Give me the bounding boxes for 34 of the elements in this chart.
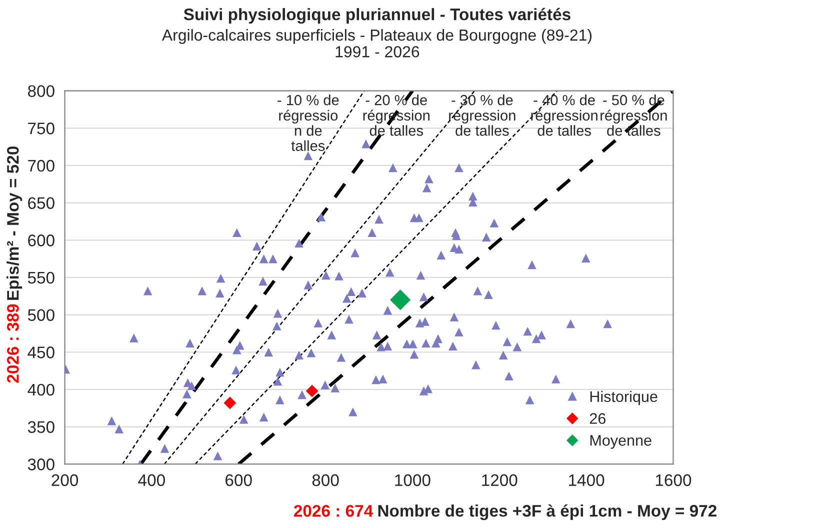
y-tick-label: 600 [28,234,54,246]
text: 2026 : 674 [294,504,374,517]
annotation: - 10 % de régressio n de talles [278,94,339,151]
legend-label: 26 [590,413,606,424]
y-tick-label: 650 [28,197,54,210]
x-tick-label: 600 [226,474,252,486]
y-tick-label: 400 [28,384,54,396]
chart-title: Suivi physiologique pluriannuel - Toutes variétés [184,8,570,24]
point [306,384,318,398]
point [390,290,411,310]
y-tick-label: 700 [28,160,54,172]
y-tick-label: 300 [28,458,54,470]
y-tick-label: 750 [28,122,54,134]
x-tick-label: 1400 [569,474,604,486]
x-tick-label: 1600 [656,474,692,486]
x-tick-label: 400 [138,474,165,486]
legend-label: Moyenne [590,435,652,449]
point [224,396,236,410]
y-tick-label: 450 [28,346,54,358]
chart-subtitle: Argilo-calcaires superficiels - Plateaux de Bourgogne (89-21) 1991 - 2026 [162,29,592,58]
y-tick-label: 500 [28,309,54,321]
y-tick-label: 350 [28,421,54,433]
annotation: - 30 % de régression de talles [449,94,516,136]
legend-label: Historique [590,390,658,406]
text: 2026 : 389 [7,304,19,383]
y-tick-label: 550 [28,272,54,284]
x-tick-label: 1200 [482,474,518,486]
y-tick-label: 800 [28,85,54,98]
annotation: - 40 % de régression de talles [531,94,598,136]
x-axis-title: Nombre de tiges +3F à épi 1cm - Moy = 972 [378,504,716,520]
x-tick-label: 1000 [395,474,430,486]
y-axis-title: Epis/m² - Moy = 520 [6,146,22,300]
x-tick-label: 800 [312,474,339,486]
x-tick-label: 200 [52,474,78,486]
